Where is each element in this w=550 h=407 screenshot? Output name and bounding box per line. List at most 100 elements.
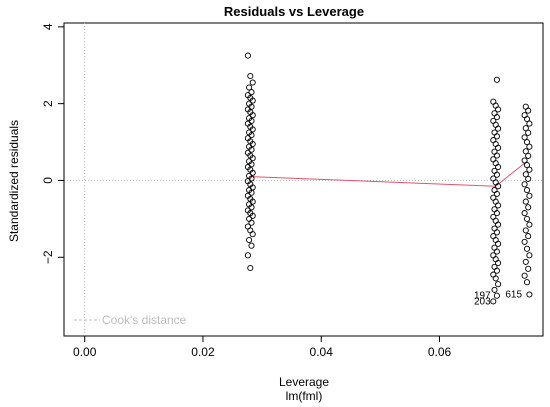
data-point xyxy=(521,112,528,119)
data-point xyxy=(493,114,500,121)
data-point xyxy=(526,252,533,259)
y-tick-label: 0 xyxy=(41,177,55,184)
y-tick-label: 4 xyxy=(41,23,55,30)
data-point xyxy=(525,152,532,159)
x-tick-label: 0.06 xyxy=(428,345,452,359)
data-point xyxy=(493,171,500,178)
data-point xyxy=(248,132,255,139)
data-point xyxy=(491,129,498,136)
data-point xyxy=(493,267,500,274)
data-point xyxy=(493,76,500,83)
y-tick-label: −2 xyxy=(41,250,55,264)
data-point xyxy=(526,192,533,199)
data-point xyxy=(495,125,502,132)
data-point xyxy=(523,245,531,252)
data-point xyxy=(248,146,255,153)
data-point xyxy=(492,160,499,167)
data-point xyxy=(495,183,502,190)
data-point xyxy=(244,252,251,259)
data-point xyxy=(525,129,532,136)
data-point xyxy=(526,120,533,127)
reference-lines xyxy=(64,23,543,336)
point-label: 203 xyxy=(474,296,491,307)
x-axis-label: Leverage xyxy=(279,375,329,389)
data-point xyxy=(525,107,532,114)
data-point xyxy=(495,144,502,151)
data-point xyxy=(495,106,502,113)
data-point xyxy=(491,286,498,293)
data-point xyxy=(492,102,499,109)
data-point xyxy=(492,275,499,282)
data-point xyxy=(526,143,533,150)
data-point xyxy=(492,256,499,263)
data-point xyxy=(492,217,499,224)
data-point xyxy=(526,166,533,173)
data-point xyxy=(249,79,256,86)
data-point xyxy=(522,171,529,178)
data-point xyxy=(495,163,502,171)
data-point xyxy=(493,152,500,159)
data-point xyxy=(248,204,255,211)
data-point xyxy=(248,89,255,96)
data-points xyxy=(244,52,533,305)
data-point xyxy=(523,215,531,222)
data-point xyxy=(493,292,500,299)
x-axis: 0.00 0.02 0.04 0.06 xyxy=(73,335,452,359)
data-point xyxy=(248,219,255,226)
data-point xyxy=(525,233,532,240)
smooth-line-path xyxy=(250,160,528,187)
data-point xyxy=(491,148,498,155)
data-point xyxy=(523,187,531,194)
data-point xyxy=(525,204,532,211)
data-point xyxy=(248,189,255,196)
data-point xyxy=(522,125,529,132)
data-point xyxy=(249,212,256,219)
y-axis-label: Standardized residuals xyxy=(7,120,21,242)
chart-title: Residuals vs Leverage xyxy=(224,4,364,19)
smooth-line xyxy=(250,160,528,187)
data-point xyxy=(492,121,499,128)
data-point xyxy=(491,206,498,213)
legend-label: Cook's distance xyxy=(102,313,187,327)
data-point xyxy=(521,181,528,188)
legend: Cook's distance xyxy=(74,313,187,327)
data-point xyxy=(491,110,498,117)
data-point xyxy=(521,134,528,141)
point-label: 615 xyxy=(505,290,522,301)
x-tick-label: 0.04 xyxy=(310,345,334,359)
y-axis: −2 0 2 4 xyxy=(41,23,65,264)
data-point xyxy=(495,221,502,228)
y-tick-label: 2 xyxy=(41,100,55,107)
data-point xyxy=(493,190,500,197)
data-point xyxy=(490,298,497,305)
data-point xyxy=(495,240,502,247)
data-point xyxy=(495,202,502,209)
data-point xyxy=(246,236,253,244)
data-point xyxy=(522,258,529,265)
data-point xyxy=(526,221,533,228)
data-point xyxy=(248,242,255,249)
data-point xyxy=(521,238,528,245)
data-point xyxy=(526,291,533,298)
data-point xyxy=(492,140,499,148)
data-point xyxy=(522,148,529,155)
data-point xyxy=(521,157,528,164)
x-tick-label: 0.02 xyxy=(191,345,215,359)
data-point xyxy=(249,97,256,104)
data-point xyxy=(247,227,254,234)
data-point xyxy=(244,52,251,59)
data-point xyxy=(525,265,532,272)
plot-frame xyxy=(63,22,544,337)
data-point xyxy=(521,210,528,217)
data-point xyxy=(522,198,529,205)
data-point xyxy=(495,259,502,267)
data-point xyxy=(525,175,532,182)
data-point xyxy=(491,244,498,251)
data-point xyxy=(521,272,528,279)
x-axis-sublabel: lm(fml) xyxy=(286,389,323,403)
data-point xyxy=(492,179,499,186)
x-tick-label: 0.00 xyxy=(73,345,97,359)
data-point xyxy=(490,271,497,278)
data-point xyxy=(523,115,531,123)
